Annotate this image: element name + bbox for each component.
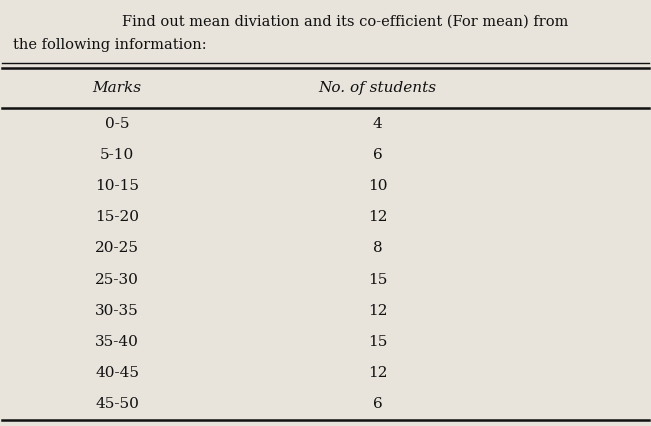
- Text: 6: 6: [373, 148, 382, 162]
- Text: 15: 15: [368, 273, 387, 287]
- Text: No. of students: No. of students: [318, 81, 437, 95]
- Text: 45-50: 45-50: [95, 397, 139, 412]
- Text: 4: 4: [373, 117, 382, 131]
- Text: 8: 8: [373, 242, 382, 256]
- Text: 40-45: 40-45: [95, 366, 139, 380]
- Text: 10: 10: [368, 179, 387, 193]
- Text: Marks: Marks: [92, 81, 142, 95]
- Text: Find out mean diviation and its co-efficient (For mean) from: Find out mean diviation and its co-effic…: [122, 15, 568, 29]
- Text: 15-20: 15-20: [95, 210, 139, 224]
- Text: 30-35: 30-35: [95, 304, 139, 318]
- Text: 15: 15: [368, 335, 387, 349]
- Text: 12: 12: [368, 304, 387, 318]
- Text: 10-15: 10-15: [95, 179, 139, 193]
- Text: 12: 12: [368, 210, 387, 224]
- Text: 20-25: 20-25: [95, 242, 139, 256]
- Text: the following information:: the following information:: [13, 38, 206, 52]
- Text: 35-40: 35-40: [95, 335, 139, 349]
- Text: 12: 12: [368, 366, 387, 380]
- Text: 0-5: 0-5: [105, 117, 130, 131]
- Text: 6: 6: [373, 397, 382, 412]
- Text: 5-10: 5-10: [100, 148, 134, 162]
- Text: 25-30: 25-30: [95, 273, 139, 287]
